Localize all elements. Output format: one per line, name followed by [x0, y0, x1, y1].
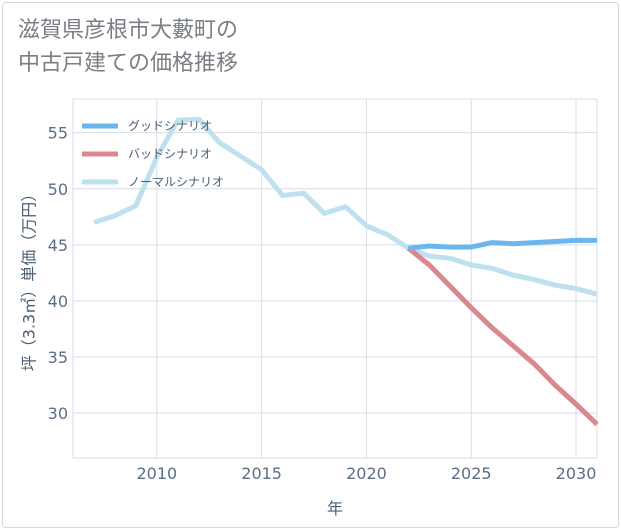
series-line-2	[406, 246, 599, 427]
axes: 2010 2015 2020 2025 2030 30 35 40 45 50 55	[48, 124, 597, 483]
legend-label: グッドシナリオ	[128, 119, 212, 133]
y-axis-label: 坪（3.3㎡）単価（万円）	[20, 186, 39, 371]
plot-border	[72, 98, 598, 459]
x-axis-label: 年	[327, 499, 343, 518]
y-tick-label: 40	[48, 292, 68, 311]
legend-label: ノーマルシナリオ	[128, 175, 224, 189]
series-line-1	[408, 237, 597, 251]
title-line-1: 滋賀県彦根市大藪町の	[18, 18, 239, 43]
x-tick-label: 2030	[556, 464, 597, 483]
legend-label: バッドシナリオ	[128, 147, 212, 161]
page-title: 滋賀県彦根市大藪町の 中古戸建ての価格推移	[18, 14, 438, 80]
y-tick-label: 45	[48, 236, 68, 255]
x-tick-label: 2010	[136, 464, 177, 483]
series-lines	[93, 116, 599, 427]
y-tick-label: 55	[48, 124, 68, 143]
x-tick-label: 2020	[346, 464, 387, 483]
grid	[72, 98, 598, 459]
y-tick-label: 50	[48, 180, 68, 199]
series-line-3	[93, 116, 598, 297]
y-tick-label: 35	[48, 348, 68, 367]
title-line-2: 中古戸建ての価格推移	[18, 51, 239, 76]
x-tick-label: 2025	[451, 464, 492, 483]
y-tick-label: 30	[48, 404, 68, 423]
x-tick-label: 2015	[241, 464, 282, 483]
